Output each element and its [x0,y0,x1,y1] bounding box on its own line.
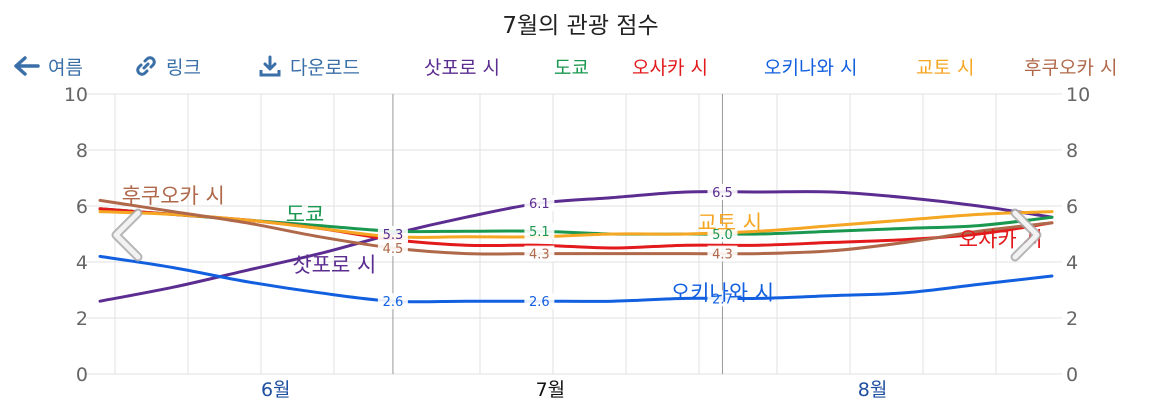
legend-item-kyoto[interactable]: 교토 시 [916,56,975,79]
data-label: 4.3 [712,248,733,263]
link-button[interactable]: 링크 [134,50,201,82]
legend-item-okinawa[interactable]: 오키나와 시 [764,56,858,79]
data-label: 6.5 [712,186,733,201]
data-label: 4.3 [529,248,550,263]
data-label-bg [524,293,555,310]
legend-item-osaka[interactable]: 오사카 시 [632,56,708,79]
y-tick-label-left: 8 [76,140,88,162]
x-tick-label: 8월 [858,379,888,401]
link-label: 링크 [166,56,201,79]
data-label: 5.3 [383,228,404,243]
y-tick-label-right: 10 [1066,84,1090,106]
data-label-bg [707,245,738,262]
series-line-3 [98,254,1054,304]
series-inline-label: 후쿠오카 시 [122,184,225,208]
y-tick-label-left: 6 [76,196,88,218]
chart-toolbar: 여름 링크 다운로드 삿포로 시 도쿄 오사카 시 오키나와 시 교토 시 후쿠… [0,50,1161,82]
y-tick-label-right: 6 [1066,196,1078,218]
download-button[interactable]: 다운로드 [258,50,360,82]
series-inline-label: 삿포로 시 [292,253,376,277]
legend-item-fukuoka[interactable]: 후쿠오카 시 [1024,56,1118,79]
data-label: 6.1 [529,197,550,212]
data-label-bg [377,240,408,256]
data-label: 2.7 [712,292,733,307]
y-tick-label-left: 10 [64,84,88,106]
chart-title: 7월의 관광 점수 [502,13,659,39]
arrow-left-icon [14,56,40,76]
y-tick-label-right: 8 [1066,140,1078,162]
back-button[interactable]: 여름 [14,50,83,82]
y-tick-label-left: 2 [76,308,88,330]
data-label-bg [524,245,555,262]
back-label: 여름 [48,56,83,79]
download-icon [259,55,281,77]
chevron-right-icon[interactable] [1010,208,1042,262]
series-line-0 [98,190,1054,303]
y-tick-label-left: 0 [76,364,88,386]
data-label-bg [707,184,738,200]
data-label-bg [377,226,408,242]
data-label: 2.6 [383,295,404,310]
x-tick-label: 7월 [536,379,566,401]
series-inline-label: 교토 시 [697,211,762,235]
y-tick-label-right: 2 [1066,308,1078,330]
y-tick-label-left: 4 [76,252,88,274]
data-label-bg [707,290,738,307]
y-tick-label-right: 4 [1066,252,1078,274]
legend-item-sapporo[interactable]: 삿포로 시 [424,56,500,79]
series-inline-label: 오키나와 시 [671,281,774,305]
series-line-5 [98,198,1054,256]
data-label: 5.1 [529,225,550,240]
legend-item-tokyo[interactable]: 도쿄 [554,56,589,79]
data-label-bg [524,223,555,240]
link-icon [136,56,156,76]
data-label: 4.5 [383,242,404,257]
data-label: 5.0 [712,228,733,243]
x-tick-label: 6월 [261,379,291,401]
data-label: 2.6 [529,295,550,310]
series-line-4 [98,210,1054,239]
data-label-bg [377,293,408,310]
series-inline-label: 도쿄 [286,202,325,226]
chevron-left-icon[interactable] [111,208,143,262]
y-tick-label-right: 0 [1066,364,1078,386]
data-label-bg [524,195,555,212]
data-label-bg [707,226,738,242]
download-label: 다운로드 [290,56,360,79]
